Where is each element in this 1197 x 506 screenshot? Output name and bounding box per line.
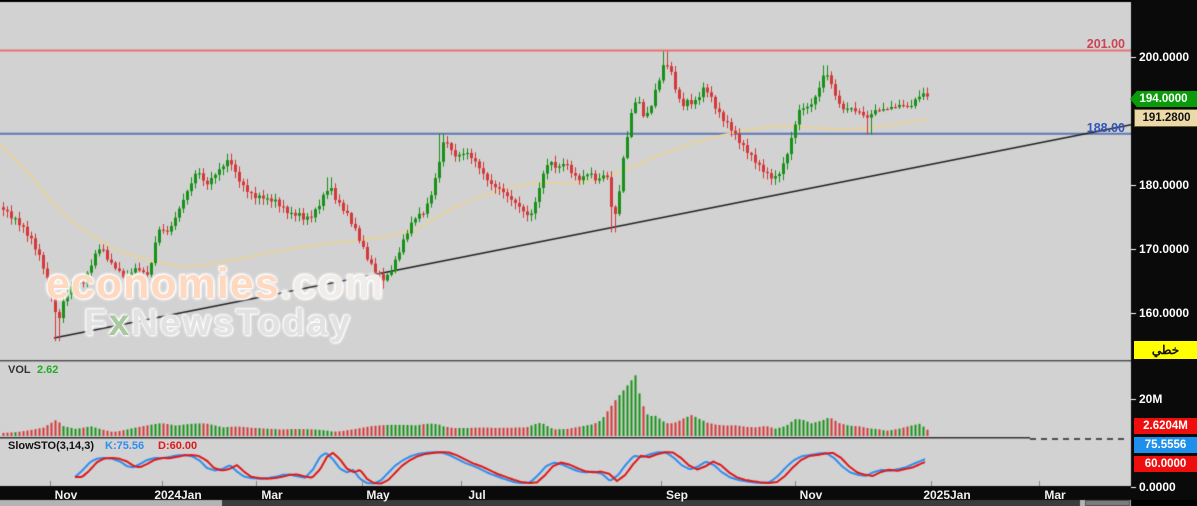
price-axis-label: 160.0000 [1139,306,1190,320]
watermark-tagline-rest: NewsToday [131,302,353,343]
time-axis-label: Jul [468,488,486,502]
watermark-tagline-f: F [84,302,109,343]
time-axis-label: Mar [1044,488,1066,502]
last-price-badge: 194.0000 [1130,91,1197,107]
volume-badge: 2.6204M [1134,418,1197,434]
stoch-d-label: D:60.00 [158,440,198,452]
stoch-k-badge: 75.5556 [1134,437,1197,453]
time-axis-label: 2024Jan [154,488,202,502]
watermark-brand-domain: .com [279,260,385,308]
price-axis-label: 170.0000 [1139,242,1190,256]
time-axis-label: Nov [54,488,78,502]
price-axis-label: 200.0000 [1139,50,1190,64]
time-axis-label: May [366,488,390,502]
stoch-d-badge: 60.0000 [1134,456,1197,472]
price-axis-label: 0.0000 [1139,480,1176,494]
watermark-brand-name: economies [46,260,280,308]
stoch-panel-label: SlowSTO(3,14,3) [8,440,94,452]
time-axis-label: 2025Jan [923,488,971,502]
prev-close-badge: 191.2800 [1134,109,1197,127]
scale-type-button[interactable]: خطي [1134,341,1197,359]
price-axis-label: 180.0000 [1139,178,1190,192]
level-label-201: 201.00 [1086,37,1125,51]
time-axis-label: Mar [261,488,283,502]
time-axis-label: Nov [799,488,823,502]
stoch-k-label: K:75.56 [105,440,145,452]
volume-panel-value: 2.62 [37,364,59,376]
time-axis-label: Sep [665,488,688,502]
level-label-188: 188.00 [1086,121,1125,135]
watermark-tagline: FxNewsToday [84,302,352,344]
watermark-tagline-x: x [108,302,132,343]
watermark-brand: economies.com [46,260,384,309]
time-axis[interactable]: Nov 2024Jan Mar May Jul Sep Nov 2025Jan Mar [0,487,1197,502]
price-axis[interactable]: 200.0000 180.0000 170.0000 160.0000 20M 0.000… [1131,0,1197,494]
price-axis-label: 20M [1139,392,1163,406]
volume-panel-label: VOL [8,364,31,376]
time-scrollbar[interactable] [0,500,1197,506]
